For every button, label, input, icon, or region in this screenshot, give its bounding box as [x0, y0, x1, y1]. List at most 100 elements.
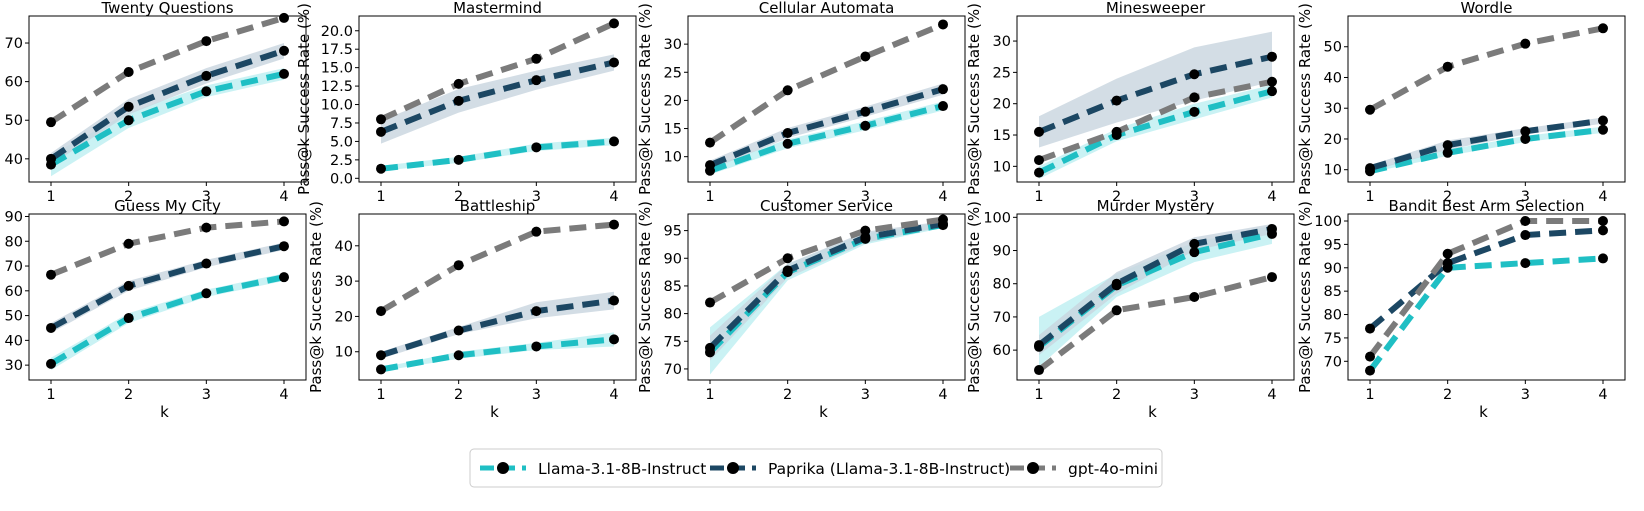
subplot-grid: 40 50 60 70 1 2 3 4 Twenty Questions Pass@k Succe…: [5, 0, 1626, 421]
subplot: 60 70 80 90 100 1 2 3 4 Murder Mystery Pass@k Succ…: [965, 197, 1295, 421]
data-point-gpt: [1365, 351, 1375, 362]
confidence-band-paprika: [710, 221, 943, 361]
data-point-gpt: [705, 137, 715, 148]
data-point-gpt: [1034, 365, 1044, 376]
y-tick-label: 100: [1314, 214, 1342, 230]
data-point-paprika: [938, 84, 948, 95]
y-tick-label: 80: [1324, 308, 1342, 324]
x-tick-label: 2: [124, 189, 133, 205]
data-point-llama: [453, 350, 464, 361]
data-point-gpt: [279, 216, 289, 227]
legend-marker-paprika: [727, 462, 739, 474]
y-tick-label: 15: [664, 122, 682, 138]
data-point-paprika: [1111, 278, 1122, 289]
data-point-gpt: [1442, 61, 1453, 72]
series-line-paprika: [1369, 117, 1604, 172]
data-point-paprika: [705, 160, 715, 171]
data-point-paprika: [201, 70, 212, 81]
y-tick-label: 70: [1324, 354, 1342, 370]
confidence-band-llama: [51, 68, 284, 177]
data-point-gpt: [1520, 216, 1531, 227]
x-tick-label: 1: [376, 387, 385, 403]
legend-marker-llama: [497, 462, 509, 474]
plot-frame: [1016, 213, 1295, 381]
y-tick-label: 90: [1324, 261, 1342, 277]
data-point-llama: [1598, 253, 1608, 264]
data-point-gpt: [201, 36, 212, 47]
y-tick-label: 5.0: [330, 134, 353, 150]
series-line-llama: [380, 336, 615, 373]
y-tick-label: 12.5: [321, 79, 353, 95]
x-tick-label: 4: [938, 189, 947, 205]
x-tick-label: 2: [124, 387, 133, 403]
data-point-llama: [123, 115, 134, 126]
subplot-title: Mastermind: [453, 0, 542, 17]
series-line-paprika: [1037, 225, 1273, 348]
y-tick-label: 15: [993, 128, 1011, 144]
series-line-gpt: [1368, 25, 1604, 113]
data-point-llama: [1598, 124, 1608, 135]
data-point-llama: [1189, 106, 1200, 117]
subplot: 10 20 30 40 1 2 3 4 Battleship Pass@k Success Rat…: [307, 197, 637, 421]
data-point-paprika: [1189, 69, 1200, 80]
data-point-paprika: [782, 128, 793, 139]
data-point-llama: [609, 136, 619, 147]
legend-item-llama: Llama-3.1-8B-Instruct: [480, 460, 706, 478]
data-point-paprika: [1598, 115, 1608, 126]
data-point-llama: [201, 86, 212, 97]
x-tick-label: 2: [1443, 387, 1452, 403]
data-point-gpt: [453, 78, 464, 89]
series-line-gpt: [708, 216, 944, 306]
x-tick-label: 1: [46, 189, 55, 205]
data-point-gpt: [1365, 104, 1375, 115]
plot-frame: [1347, 213, 1626, 381]
data-point-llama: [938, 101, 948, 112]
x-tick-label: 4: [279, 387, 288, 403]
data-point-gpt: [1598, 23, 1608, 34]
data-point-gpt: [279, 12, 289, 23]
data-point-paprika: [46, 153, 56, 164]
x-tick-label: 4: [1267, 387, 1276, 403]
series-line-paprika: [1037, 53, 1273, 135]
data-point-gpt: [609, 219, 619, 230]
plot-frame: [1016, 15, 1295, 183]
plot-frame: [687, 15, 966, 183]
legend-label-llama: Llama-3.1-8B-Instruct: [538, 460, 706, 478]
data-point-gpt: [860, 225, 871, 236]
x-tick-label: 4: [1598, 387, 1607, 403]
data-point-gpt: [46, 269, 56, 280]
y-tick-label: 0.0: [330, 171, 353, 187]
data-point-llama: [531, 341, 542, 352]
data-point-paprika: [123, 280, 134, 291]
data-point-gpt: [376, 114, 386, 125]
data-point-llama: [1189, 247, 1200, 258]
x-tick-label: 4: [279, 189, 288, 205]
x-tick-label: 2: [1112, 189, 1121, 205]
data-point-paprika: [1034, 126, 1044, 137]
data-point-paprika: [201, 258, 212, 269]
series-line-gpt: [1367, 218, 1603, 359]
x-tick-label: 4: [1267, 189, 1276, 205]
series-line-llama: [1369, 126, 1604, 175]
x-tick-label: 4: [1598, 189, 1607, 205]
series-line-gpt: [379, 221, 615, 314]
plot-frame: [687, 213, 966, 381]
data-point-llama: [1520, 258, 1531, 269]
y-tick-label: 50: [5, 309, 23, 325]
x-tick-label: 1: [1034, 387, 1043, 403]
y-tick-label: 95: [664, 224, 682, 240]
y-tick-label: 90: [5, 209, 23, 225]
y-tick-label: 17.5: [321, 42, 353, 58]
data-point-paprika: [609, 295, 619, 306]
series-line-paprika: [707, 221, 944, 351]
data-point-gpt: [782, 85, 793, 96]
y-tick-label: 75: [1324, 331, 1342, 347]
confidence-band-paprika: [1039, 31, 1272, 148]
series-line-llama: [49, 70, 285, 168]
confidence-band-llama: [710, 101, 943, 175]
confidence-band-paprika: [1370, 117, 1603, 172]
subplot: 70 75 80 85 90 95 100 1 2 3 4 Bandit Best Arm Selec…: [1296, 197, 1626, 421]
y-axis-label: Pass@k Success Rate (%): [965, 201, 983, 393]
data-point-llama: [123, 313, 134, 324]
data-point-gpt: [201, 222, 212, 233]
